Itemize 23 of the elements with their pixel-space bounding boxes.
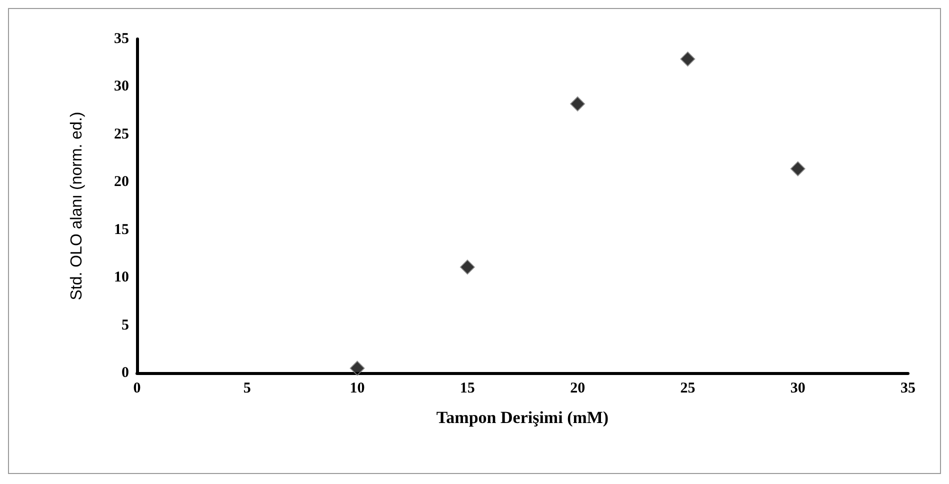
point [460, 260, 475, 275]
y-tick-label: 25 [114, 126, 129, 142]
y-tick-label: 35 [114, 31, 129, 47]
y-tick-label: 20 [114, 174, 129, 190]
x-tick-label: 25 [680, 380, 696, 396]
y-tick-label: 30 [114, 78, 129, 95]
y-tick-label: 0 [122, 365, 129, 381]
point [350, 360, 365, 376]
x-axis-title: Tampon Derişimi (mM) [436, 408, 609, 427]
x-tick-label: 20 [570, 380, 586, 396]
y-axis-title: Std. OLO alanı (norm. ed.) [68, 112, 86, 300]
x-tick-label: 0 [133, 380, 141, 396]
x-tick-label: 30 [790, 380, 806, 396]
point [790, 161, 806, 176]
y-tick-label: 15 [114, 222, 129, 238]
x-tick-label: 10 [350, 380, 365, 396]
x-tick-label: 35 [900, 380, 916, 396]
y-tick-label: 10 [114, 270, 129, 286]
x-tick-label: 15 [460, 380, 475, 396]
y-tick-label: 5 [122, 317, 129, 334]
point [570, 96, 586, 112]
x-tick-label: 5 [243, 380, 251, 396]
point [680, 52, 696, 67]
